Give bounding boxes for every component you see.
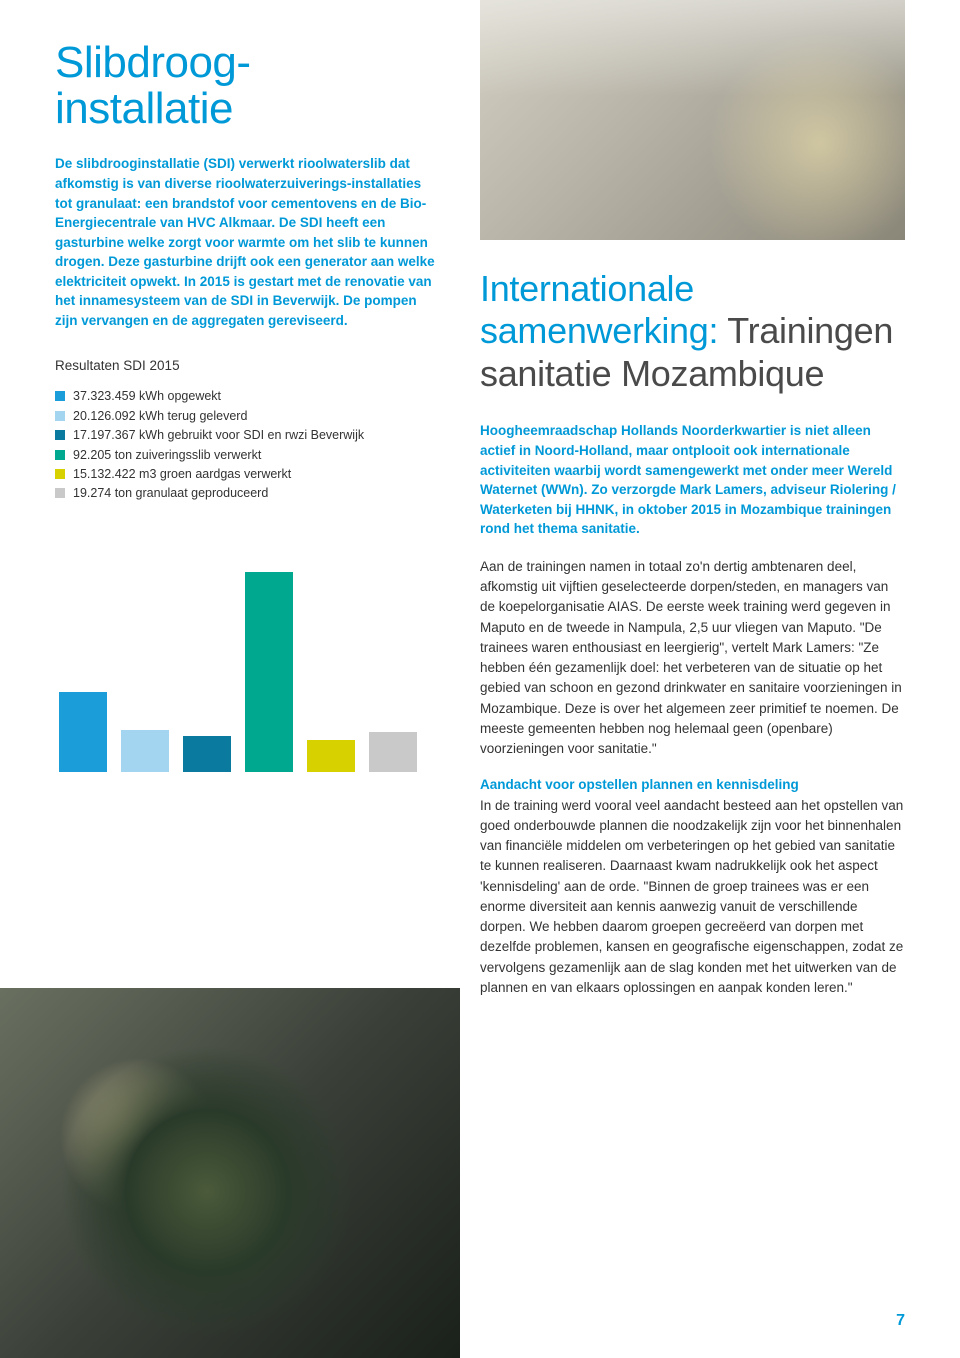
page-number: 7 [896, 1312, 905, 1330]
article-lead-left: De slibdrooginstallatie (SDI) verwerkt r… [55, 154, 440, 330]
results-label: Resultaten SDI 2015 [55, 358, 440, 373]
chart-bar [307, 740, 355, 772]
right-column: Internationale samenwerking: Trainingen … [460, 0, 960, 1358]
legend-item: 20.126.092 kWh terug geleverd [55, 407, 440, 426]
page: Slibdroog-installatie De slibdrooginstal… [0, 0, 960, 1358]
subheading: Aandacht voor opstellen plannen en kenni… [480, 777, 799, 792]
legend-item: 37.323.459 kWh opgewekt [55, 387, 440, 406]
training-photo [480, 0, 905, 240]
body-paragraph: Aan de trainingen namen in totaal zo'n d… [480, 557, 905, 760]
heading-blue: Internationale samenwerking: [480, 268, 718, 351]
legend-swatch [55, 430, 65, 440]
chart-bar [183, 736, 231, 772]
legend-label: 19.274 ton granulaat geproduceerd [73, 486, 268, 500]
legend-swatch [55, 488, 65, 498]
chart-legend: 37.323.459 kWh opgewekt 20.126.092 kWh t… [55, 387, 440, 503]
chart-bar [59, 692, 107, 772]
article-title-right: Internationale samenwerking: Trainingen … [480, 268, 905, 395]
legend-label: 17.197.367 kWh gebruikt voor SDI en rwzi… [73, 428, 364, 442]
legend-swatch [55, 450, 65, 460]
legend-swatch [55, 469, 65, 479]
article-intro-right: Hoogheemraadschap Hollands Noorderkwarti… [480, 421, 905, 538]
legend-swatch [55, 391, 65, 401]
chart-bar [369, 732, 417, 772]
article-title-left: Slibdroog-installatie [55, 40, 440, 132]
legend-label: 15.132.422 m3 groen aardgas verwerkt [73, 467, 291, 481]
body-paragraph: Aandacht voor opstellen plannen en kenni… [480, 775, 905, 998]
legend-label: 20.126.092 kWh terug geleverd [73, 409, 247, 423]
installation-photo [0, 988, 460, 1358]
legend-item: 92.205 ton zuiveringsslib verwerkt [55, 446, 440, 465]
legend-label: 92.205 ton zuiveringsslib verwerkt [73, 448, 261, 462]
legend-item: 19.274 ton granulaat geproduceerd [55, 484, 440, 503]
chart-bar [245, 572, 293, 772]
bar-chart [55, 522, 440, 772]
legend-label: 37.323.459 kWh opgewekt [73, 389, 221, 403]
body-text: In de training werd vooral veel aandacht… [480, 798, 903, 995]
chart-bar [121, 730, 169, 772]
legend-swatch [55, 411, 65, 421]
legend-item: 17.197.367 kWh gebruikt voor SDI en rwzi… [55, 426, 440, 445]
legend-item: 15.132.422 m3 groen aardgas verwerkt [55, 465, 440, 484]
